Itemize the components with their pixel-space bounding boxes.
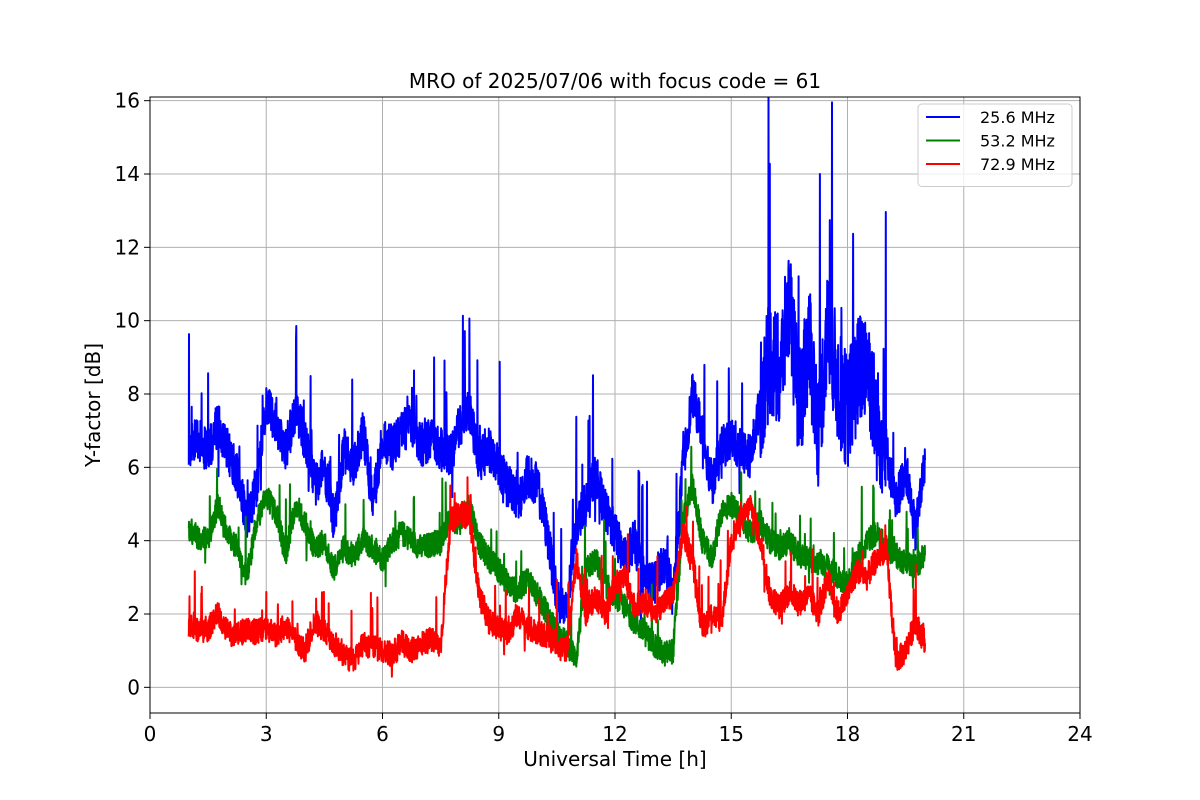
y-tick-label: 12 xyxy=(115,235,140,259)
chart-title: MRO of 2025/07/06 with focus code = 61 xyxy=(409,69,821,93)
legend-box xyxy=(917,103,1073,187)
y-tick-label: 2 xyxy=(127,602,140,626)
y-tick-label: 16 xyxy=(115,89,140,113)
x-tick-label: 21 xyxy=(951,722,976,746)
x-tick-label: 0 xyxy=(144,722,157,746)
y-tick-label: 4 xyxy=(127,529,140,553)
series-line-72-9-mhz xyxy=(187,476,926,678)
x-tick-label: 24 xyxy=(1067,722,1092,746)
legend: 25.6 MHz 53.2 MHz 72.9 MHz xyxy=(917,103,1073,187)
y-tick-label: 0 xyxy=(127,675,140,699)
x-tick-label: 12 xyxy=(602,722,627,746)
y-tick-label: 6 xyxy=(127,455,140,479)
x-tick-label: 3 xyxy=(260,722,273,746)
series-lines xyxy=(187,97,926,678)
x-tick-label: 15 xyxy=(719,722,744,746)
y-tick-label: 8 xyxy=(127,382,140,406)
y-tick-label: 10 xyxy=(115,309,140,333)
x-axis-title: Universal Time [h] xyxy=(523,747,706,771)
x-tick-label: 9 xyxy=(492,722,505,746)
y-tick-label: 14 xyxy=(115,162,140,186)
y-axis-title: Y-factor [dB] xyxy=(81,343,105,468)
x-tick-label: 6 xyxy=(376,722,389,746)
legend-label: 72.9 MHz xyxy=(980,155,1055,174)
legend-label: 25.6 MHz xyxy=(980,108,1055,127)
legend-label: 53.2 MHz xyxy=(980,132,1055,151)
x-tick-label: 18 xyxy=(835,722,860,746)
